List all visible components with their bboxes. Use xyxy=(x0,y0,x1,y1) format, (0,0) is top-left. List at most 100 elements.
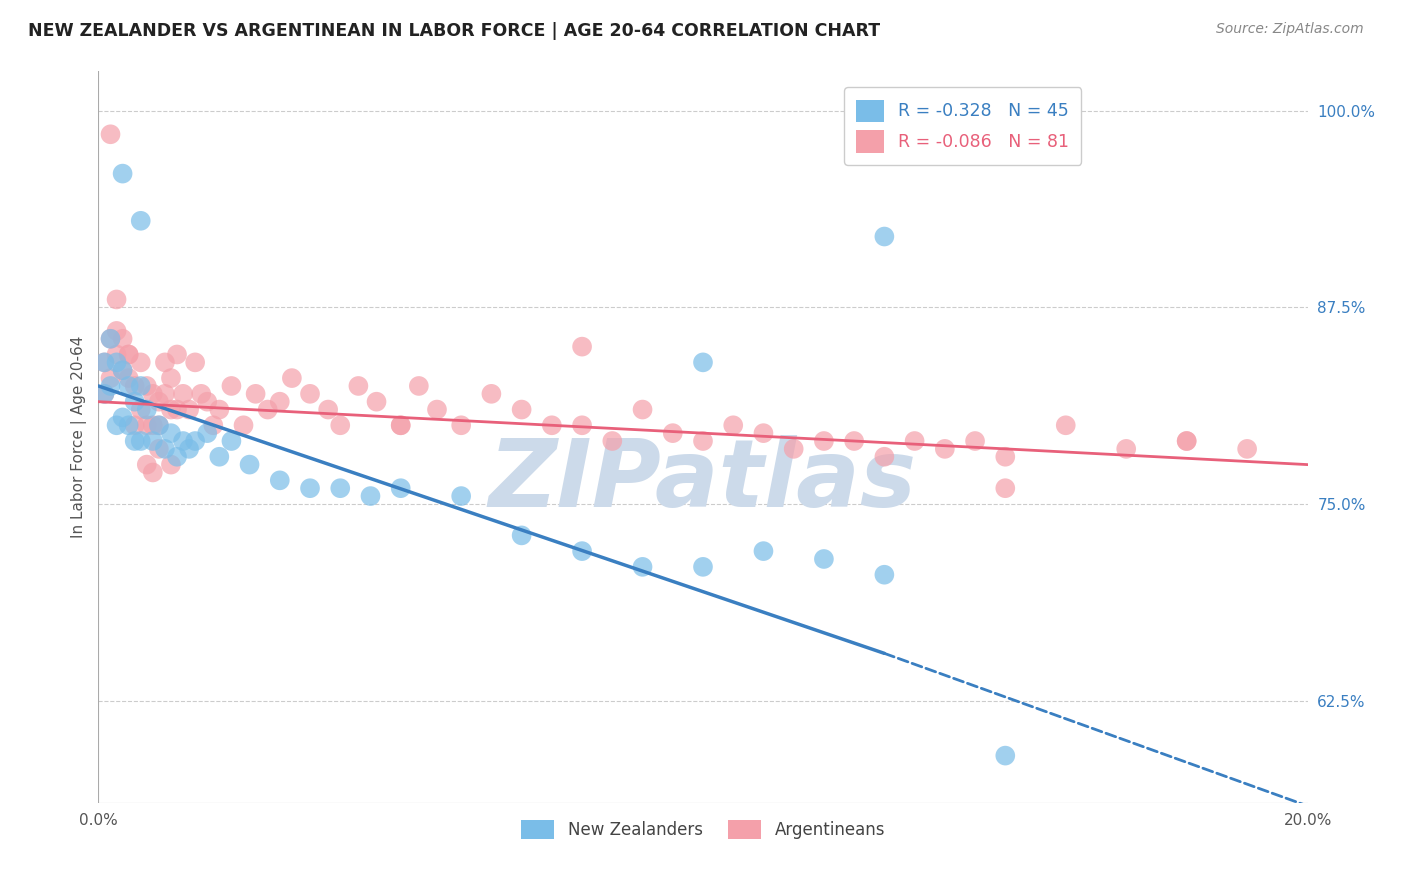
Point xyxy=(160,458,183,472)
Point xyxy=(105,418,128,433)
Point xyxy=(316,402,339,417)
Point xyxy=(153,387,176,401)
Point xyxy=(111,363,134,377)
Point xyxy=(100,371,122,385)
Point xyxy=(100,332,122,346)
Point xyxy=(129,434,152,448)
Point xyxy=(129,402,152,417)
Point xyxy=(873,450,896,464)
Point xyxy=(184,355,207,369)
Point xyxy=(692,355,714,369)
Point xyxy=(100,379,122,393)
Point xyxy=(450,489,472,503)
Point xyxy=(160,426,183,441)
Point xyxy=(408,379,430,393)
Point xyxy=(1175,434,1198,448)
Point xyxy=(783,442,806,456)
Point xyxy=(245,387,267,401)
Point xyxy=(148,442,170,456)
Point xyxy=(166,450,188,464)
Point xyxy=(184,434,207,448)
Point xyxy=(135,379,157,393)
Point xyxy=(129,379,152,393)
Y-axis label: In Labor Force | Age 20-64: In Labor Force | Age 20-64 xyxy=(72,336,87,538)
Point xyxy=(571,418,593,433)
Point xyxy=(269,394,291,409)
Text: ZIPatlas: ZIPatlas xyxy=(489,435,917,527)
Point xyxy=(195,394,218,409)
Point xyxy=(904,434,927,448)
Point xyxy=(142,418,165,433)
Point xyxy=(692,559,714,574)
Point xyxy=(118,379,141,393)
Point xyxy=(994,481,1017,495)
Point xyxy=(93,355,115,369)
Point xyxy=(1236,442,1258,456)
Point xyxy=(752,544,775,558)
Point xyxy=(153,355,176,369)
Point xyxy=(329,418,352,433)
Point xyxy=(166,347,188,361)
Point xyxy=(965,434,987,448)
Point xyxy=(111,363,134,377)
Point xyxy=(426,402,449,417)
Point xyxy=(256,402,278,417)
Point xyxy=(360,489,382,503)
Point xyxy=(93,387,115,401)
Point xyxy=(366,394,388,409)
Point xyxy=(135,458,157,472)
Point xyxy=(166,402,188,417)
Point xyxy=(179,402,201,417)
Point xyxy=(148,418,170,433)
Text: Source: ZipAtlas.com: Source: ZipAtlas.com xyxy=(1216,22,1364,37)
Point xyxy=(105,324,128,338)
Point xyxy=(1115,442,1137,456)
Point xyxy=(142,434,165,448)
Point xyxy=(221,379,243,393)
Point xyxy=(221,434,243,448)
Point xyxy=(118,347,141,361)
Point xyxy=(239,458,262,472)
Point xyxy=(100,332,122,346)
Point xyxy=(129,214,152,228)
Point xyxy=(1054,418,1077,433)
Point xyxy=(195,426,218,441)
Point xyxy=(813,434,835,448)
Point xyxy=(93,387,115,401)
Point xyxy=(93,355,115,369)
Point xyxy=(329,481,352,495)
Point xyxy=(389,418,412,433)
Point xyxy=(105,347,128,361)
Text: NEW ZEALANDER VS ARGENTINEAN IN LABOR FORCE | AGE 20-64 CORRELATION CHART: NEW ZEALANDER VS ARGENTINEAN IN LABOR FO… xyxy=(28,22,880,40)
Point xyxy=(481,387,503,401)
Point xyxy=(631,402,654,417)
Point xyxy=(202,418,225,433)
Point xyxy=(118,347,141,361)
Point xyxy=(934,442,956,456)
Point xyxy=(111,410,134,425)
Point xyxy=(129,355,152,369)
Point xyxy=(160,402,183,417)
Point xyxy=(135,402,157,417)
Point xyxy=(111,167,134,181)
Point xyxy=(1175,434,1198,448)
Point xyxy=(208,402,231,417)
Point xyxy=(844,434,866,448)
Point xyxy=(389,481,412,495)
Point xyxy=(510,528,533,542)
Point xyxy=(172,434,194,448)
Point xyxy=(389,418,412,433)
Point xyxy=(347,379,370,393)
Point xyxy=(118,418,141,433)
Point xyxy=(571,340,593,354)
Point xyxy=(813,552,835,566)
Point xyxy=(111,332,134,346)
Legend: New Zealanders, Argentineans: New Zealanders, Argentineans xyxy=(515,814,891,846)
Point xyxy=(994,748,1017,763)
Point xyxy=(692,434,714,448)
Point xyxy=(269,473,291,487)
Point xyxy=(124,418,146,433)
Point xyxy=(661,426,683,441)
Point xyxy=(124,379,146,393)
Point xyxy=(281,371,304,385)
